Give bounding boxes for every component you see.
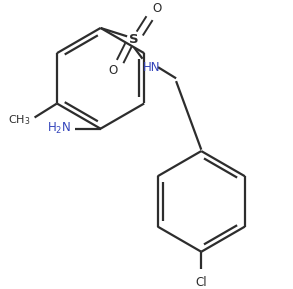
Text: H$_2$N: H$_2$N (47, 121, 71, 136)
Text: S: S (129, 33, 139, 46)
Text: CH$_3$: CH$_3$ (8, 113, 30, 127)
Text: O: O (152, 2, 161, 15)
Text: HN: HN (142, 61, 160, 74)
Text: Cl: Cl (195, 275, 207, 288)
Text: O: O (108, 64, 117, 77)
